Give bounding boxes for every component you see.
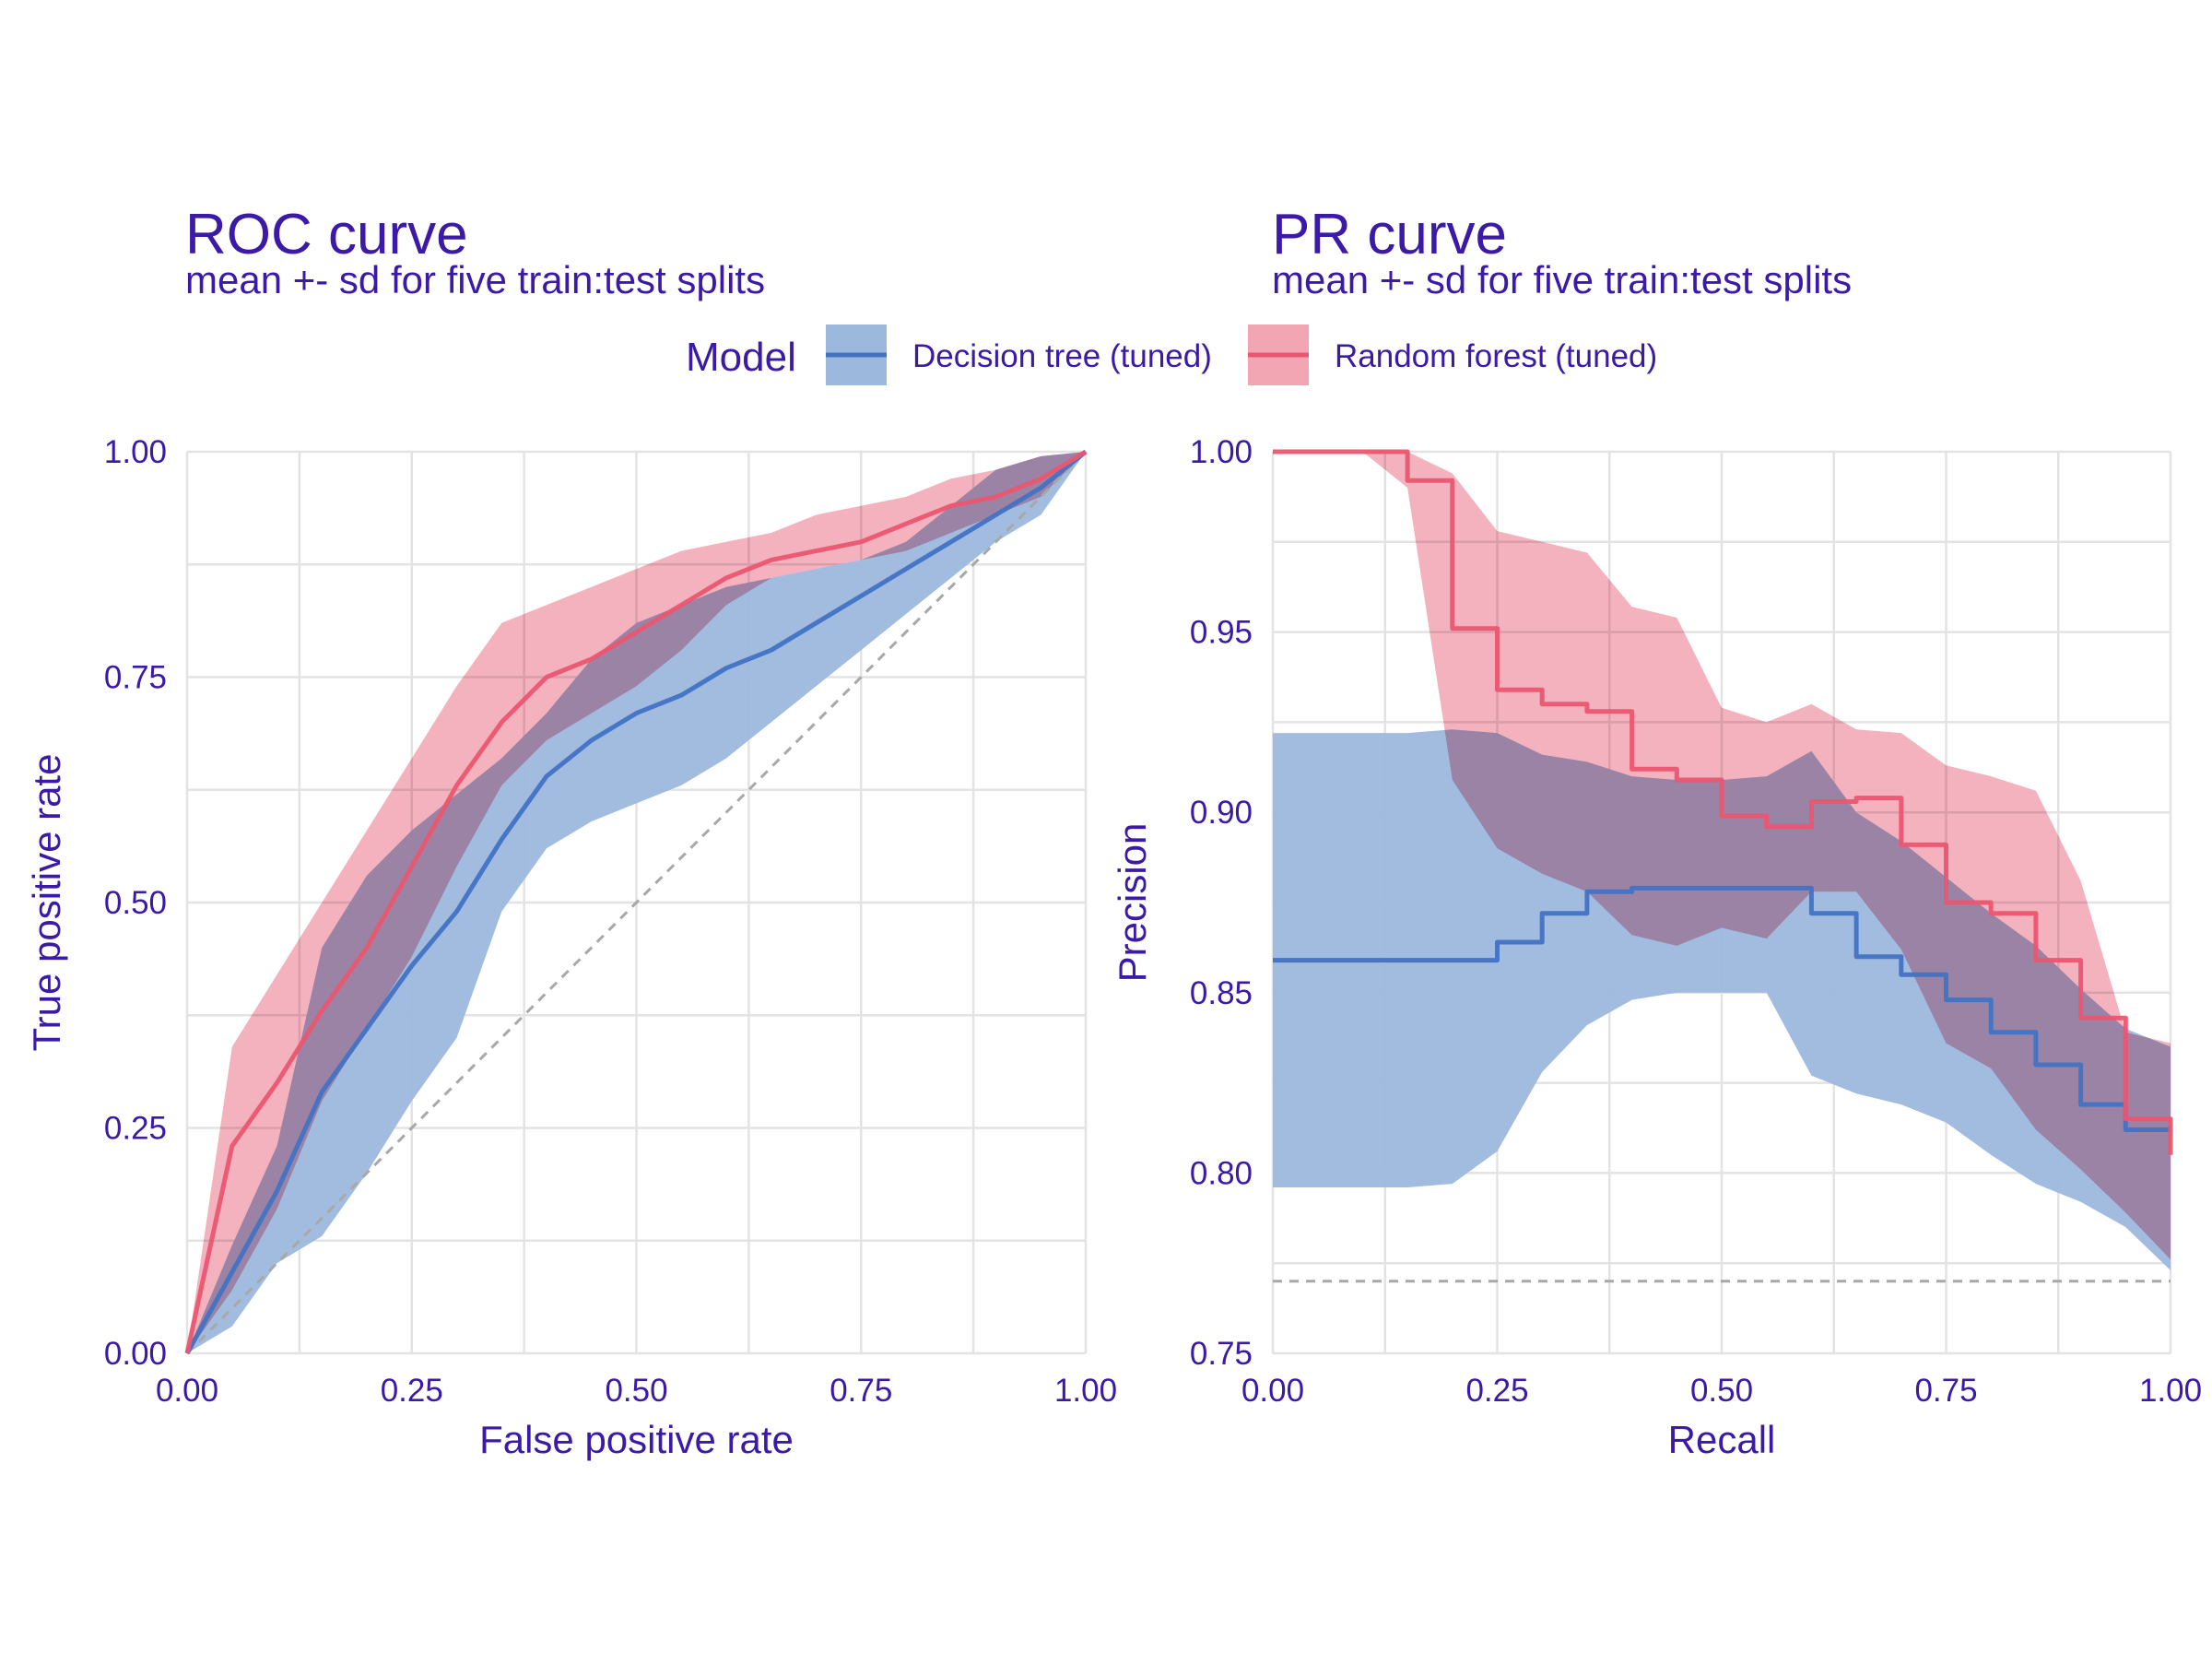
x-tick-label: 0.50	[1690, 1373, 1753, 1409]
y-axis-label: True positive rate	[25, 754, 68, 1052]
y-tick-label: 0.90	[1190, 795, 1253, 831]
x-tick-label: 0.75	[830, 1373, 892, 1409]
y-tick-label: 1.00	[104, 434, 167, 470]
chart-subtitle: mean +- sd for five train:test splits	[1272, 258, 1852, 301]
x-tick-label: 1.00	[1054, 1373, 1117, 1409]
x-tick-label: 0.50	[605, 1373, 667, 1409]
y-tick-label: 0.95	[1190, 615, 1253, 651]
y-tick-label: 0.80	[1190, 1155, 1253, 1191]
legend-title: Model	[686, 335, 796, 380]
x-tick-label: 0.00	[156, 1373, 218, 1409]
y-tick-label: 1.00	[1190, 434, 1253, 470]
y-tick-label: 0.85	[1190, 975, 1253, 1011]
x-axis-label: Recall	[1668, 1418, 1776, 1461]
sd-band-decision-tree	[1273, 729, 2171, 1270]
legend-label-random-forest: Random forest (tuned)	[1335, 338, 1657, 374]
y-tick-label: 0.75	[1190, 1336, 1253, 1372]
x-axis-label: False positive rate	[479, 1418, 794, 1461]
x-tick-label: 0.25	[1465, 1373, 1528, 1409]
chart-subtitle: mean +- sd for five train:test splits	[185, 258, 765, 301]
chart-title: ROC curve	[185, 203, 468, 266]
y-axis-label: Precision	[1111, 823, 1154, 983]
x-tick-label: 1.00	[2139, 1373, 2202, 1409]
panel-roc: 0.00 0.25 0.50 0.75 1.00 0.00 0.25 0.50 0.75 1.00…	[25, 203, 1117, 1461]
series-line-random-forest	[1273, 449, 2173, 1155]
legend-label-decision-tree: Decision tree (tuned)	[912, 338, 1212, 374]
y-tick-label: 0.50	[104, 885, 167, 921]
y-tick-label: 0.00	[104, 1336, 167, 1372]
series-line-decision-tree	[1273, 885, 2171, 1132]
series-line-random-forest	[184, 449, 1088, 1354]
chart-title: PR curve	[1272, 203, 1507, 266]
legend: Model Decision tree (tuned) Random forest …	[686, 325, 1657, 385]
x-tick-label: 0.25	[381, 1373, 443, 1409]
y-tick-label: 0.25	[104, 1111, 167, 1147]
x-tick-label: 0.00	[1241, 1373, 1304, 1409]
panel-pr: 0.00 0.25 0.50 0.75 1.00 0.75 0.80 0.85 0.90 0.95…	[1111, 203, 2202, 1461]
reference-line	[185, 450, 1088, 1355]
series-line-decision-tree	[184, 450, 1088, 1355]
y-tick-label: 0.75	[104, 660, 167, 696]
x-tick-label: 0.75	[1914, 1373, 1977, 1409]
